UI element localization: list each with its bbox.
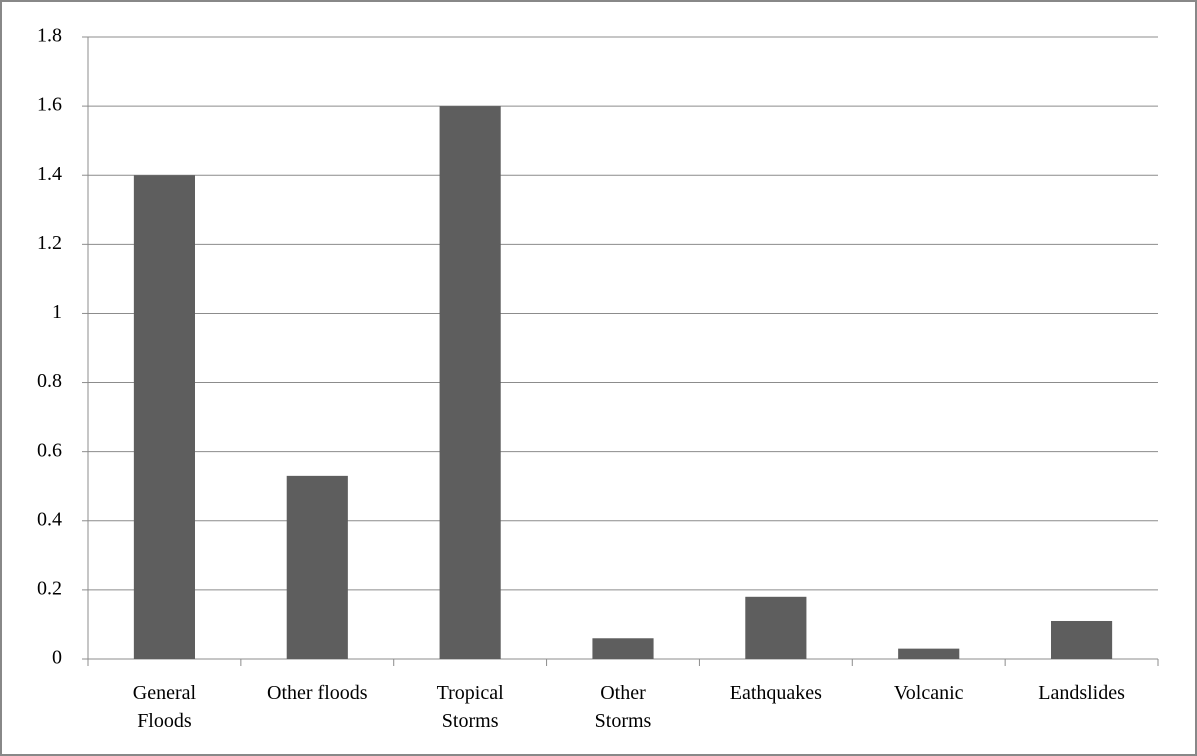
bar <box>133 175 195 659</box>
bar <box>898 648 960 659</box>
x-tick-label: Other floods <box>267 682 368 704</box>
y-tick-label: 1.4 <box>37 163 62 185</box>
y-tick-label: 0.6 <box>37 439 62 461</box>
y-tick-label: 0.2 <box>37 577 62 599</box>
y-tick-label: 1.6 <box>37 94 62 116</box>
bar <box>1051 620 1113 659</box>
y-tick-label: 0.8 <box>37 370 62 392</box>
x-tick-label: Landslides <box>1038 682 1125 704</box>
y-tick-label: 1.2 <box>37 232 62 254</box>
x-tick-label: Eathquakes <box>729 682 822 704</box>
x-tick-label: General Floods <box>132 682 197 732</box>
y-tick-label: 0 <box>52 647 62 669</box>
bar <box>439 106 501 660</box>
bar <box>286 475 348 659</box>
y-tick-label: 0.4 <box>37 508 62 530</box>
y-tick-label: 1.8 <box>37 25 62 47</box>
x-tick-label: Other Storms <box>594 682 652 732</box>
x-tick-label: Volcanic <box>893 682 964 704</box>
bar <box>745 596 807 659</box>
bar <box>592 638 654 659</box>
x-tick-label: Tropical Storms <box>436 682 504 732</box>
y-tick-label: 1 <box>52 301 62 323</box>
